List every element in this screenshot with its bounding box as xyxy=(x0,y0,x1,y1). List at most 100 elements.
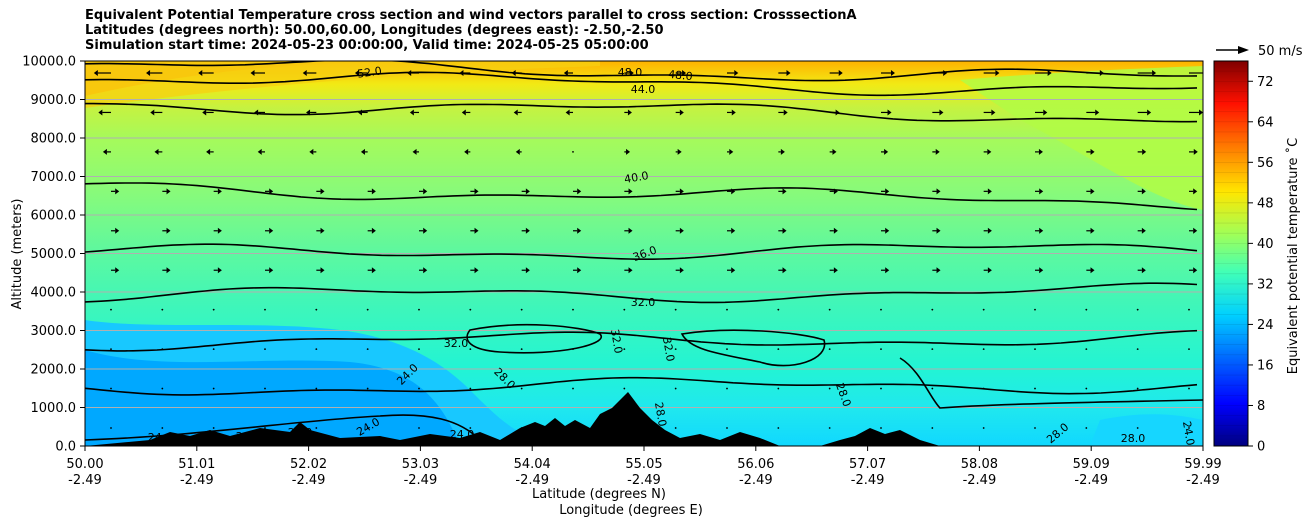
wind-vector xyxy=(212,348,215,351)
wind-vector-head xyxy=(782,227,787,234)
wind-vector-head xyxy=(115,227,120,234)
wind-vector xyxy=(1188,308,1190,311)
y-tick-label: 1000.0 xyxy=(31,401,77,416)
x-axis-label-latitude: Latitude (degrees N) xyxy=(532,487,666,502)
x-tick-label-lat: 59.09 xyxy=(1073,457,1110,472)
wind-vector xyxy=(520,348,523,351)
wind-vector-head xyxy=(302,70,307,76)
wind-vector-head xyxy=(731,267,736,274)
wind-vector-head xyxy=(423,267,428,274)
wind-vector xyxy=(931,387,934,390)
contour-label: 24.0 xyxy=(1180,420,1197,446)
wind-vector xyxy=(726,427,728,429)
wind-vector-head xyxy=(146,70,151,76)
wind-vector-head xyxy=(154,148,159,155)
wind-vector-head xyxy=(525,188,530,195)
wind-vector-head xyxy=(832,148,837,155)
wind-vector-head xyxy=(782,267,787,274)
wind-vector xyxy=(161,308,164,311)
wind-vector xyxy=(1188,348,1190,351)
wind-vector-head xyxy=(1193,148,1198,155)
wind-vector-head xyxy=(412,148,417,155)
wind-vector-head xyxy=(360,148,365,155)
colorbar-tick-label: 8 xyxy=(1257,399,1265,414)
wind-vector-head xyxy=(577,267,582,274)
wind-vector xyxy=(777,348,780,351)
contour-label: 32.0 xyxy=(631,296,656,309)
wind-vector xyxy=(110,387,112,390)
x-tick-label-lon: -2.49 xyxy=(627,473,661,488)
wind-vector-head xyxy=(679,188,684,195)
wind-vector-head xyxy=(150,109,155,116)
y-tick-label: 3000.0 xyxy=(31,324,77,339)
wind-vector-head xyxy=(93,70,98,76)
wind-vector-head xyxy=(1090,188,1095,195)
contour-label: 32.0 xyxy=(660,336,677,362)
wind-vector-head xyxy=(987,227,992,234)
wind-vector-head xyxy=(679,109,684,116)
colorbar-label: Equivalent potential temperature ˚C xyxy=(1285,138,1301,374)
contour-label: 40.0 xyxy=(623,169,649,186)
contour-label: 44.0 xyxy=(631,83,656,96)
wind-vector xyxy=(726,387,728,390)
wind-vector xyxy=(161,387,164,390)
wind-vector-head xyxy=(513,109,518,116)
wind-vector xyxy=(1085,427,1088,429)
contour-label: 52.0 xyxy=(356,64,382,80)
wind-vector xyxy=(674,348,677,351)
wind-vector-head xyxy=(1141,227,1146,234)
y-tick-label: 2000.0 xyxy=(31,363,77,378)
wind-vector xyxy=(110,348,112,351)
wind-vector-head xyxy=(679,267,684,274)
wind-vector-head xyxy=(371,188,376,195)
contour-line-52.0 xyxy=(85,61,1198,82)
wind-vector-head xyxy=(166,188,171,195)
x-tick-label-lat: 52.02 xyxy=(290,457,327,472)
wind-vector xyxy=(777,427,780,429)
wind-vector-head xyxy=(734,70,739,76)
wind-vector-head xyxy=(885,188,890,195)
wind-vector xyxy=(1136,308,1139,311)
colorbar-fill xyxy=(1214,61,1248,446)
wind-vector xyxy=(366,427,369,429)
wind-vector xyxy=(828,427,831,429)
colorbar-tick-label: 32 xyxy=(1257,277,1274,292)
contour-line-28.0 xyxy=(85,329,1198,352)
colorbar-tick-label: 48 xyxy=(1257,196,1274,211)
wind-vector-head xyxy=(939,109,944,116)
wind-vector-head xyxy=(563,70,568,76)
wind-vector-head xyxy=(354,70,359,76)
wind-vector-head xyxy=(987,188,992,195)
wind-vector-head xyxy=(1204,70,1208,76)
contour-line-24.0 xyxy=(85,376,1198,396)
wind-vector xyxy=(982,308,985,311)
wind-vector xyxy=(623,348,626,351)
wind-vector xyxy=(982,348,985,351)
wind-vector xyxy=(572,387,574,390)
wind-vector-head xyxy=(1193,267,1198,274)
wind-vector-head xyxy=(98,109,103,116)
x-tick-label-lon: -2.49 xyxy=(515,473,549,488)
colorbar-tick-label: 64 xyxy=(1257,115,1274,130)
contour-label: 28.0 xyxy=(1121,432,1146,445)
wind-vector xyxy=(931,348,934,351)
wind-vector-head xyxy=(423,227,428,234)
colorbar-frame xyxy=(1213,60,1249,447)
title-line-1: Equivalent Potential Temperature cross s… xyxy=(85,8,857,23)
wind-vector xyxy=(1136,427,1139,429)
x-tick-label-lon: -2.49 xyxy=(739,473,773,488)
y-tick-label: 0.0 xyxy=(55,440,76,455)
x-axis: 50.00-2.4951.01-2.4952.02-2.4953.03-2.49… xyxy=(66,446,1222,488)
wind-vector-head xyxy=(320,267,325,274)
wind-vector xyxy=(1136,387,1139,390)
colorbar-tick-label: 56 xyxy=(1257,156,1274,171)
wind-vector xyxy=(520,308,523,311)
y-axis-label: Altitude (meters) xyxy=(10,199,25,310)
x-tick-label-lat: 59.99 xyxy=(1184,457,1221,472)
cool-lower-right-region xyxy=(1090,414,1203,446)
wind-vector-head xyxy=(679,227,684,234)
wind-vector-head xyxy=(217,188,222,195)
wind-vector-head xyxy=(461,109,466,116)
wind-vector-head xyxy=(731,109,736,116)
wind-vector-head xyxy=(782,188,787,195)
